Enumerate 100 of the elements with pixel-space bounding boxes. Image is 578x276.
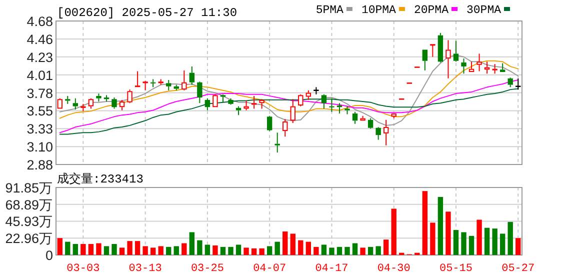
y-tick-label: 3.55 bbox=[26, 104, 53, 119]
legend-label: 5PMA bbox=[316, 4, 344, 17]
x-tick-label: 03-25 bbox=[190, 263, 224, 275]
bar bbox=[438, 196, 444, 255]
candlestick bbox=[329, 98, 334, 112]
candlestick bbox=[259, 98, 264, 110]
legend-label: 20PMA bbox=[414, 4, 449, 17]
bar bbox=[134, 241, 140, 255]
line-series bbox=[59, 88, 519, 135]
chart-title: [002620] 2025-05-27 11:30 bbox=[57, 6, 238, 20]
bar bbox=[461, 232, 466, 255]
bar bbox=[508, 222, 513, 255]
y-tick-label: 4.01 bbox=[26, 68, 53, 83]
bar bbox=[422, 191, 428, 255]
candlestick bbox=[104, 94, 110, 102]
bar bbox=[516, 238, 521, 255]
chart-title: 成交量:233413 bbox=[57, 172, 144, 186]
bar bbox=[166, 246, 172, 255]
bar bbox=[500, 234, 506, 255]
candlestick bbox=[336, 102, 342, 114]
bar bbox=[150, 248, 156, 255]
bar bbox=[266, 246, 272, 255]
bar bbox=[446, 212, 451, 255]
candlestick bbox=[189, 66, 195, 86]
bar bbox=[142, 246, 148, 255]
candlestick bbox=[80, 103, 86, 112]
bar bbox=[197, 240, 202, 255]
candlestick bbox=[72, 98, 78, 110]
bar bbox=[391, 208, 396, 255]
y-tick-label: 4.23 bbox=[26, 50, 53, 65]
bar bbox=[360, 248, 366, 255]
candlestick bbox=[461, 58, 466, 74]
bar bbox=[158, 246, 164, 255]
bar bbox=[104, 246, 110, 255]
y-tick-label: 22.96万 bbox=[5, 231, 53, 246]
bar bbox=[57, 238, 62, 255]
bar bbox=[484, 228, 490, 255]
bar bbox=[204, 244, 210, 255]
bar bbox=[72, 244, 78, 255]
bar bbox=[336, 246, 342, 255]
bar bbox=[468, 236, 474, 255]
bar bbox=[368, 246, 374, 255]
y-tick-label: 45.93万 bbox=[5, 214, 53, 230]
x-tick-label: 03-13 bbox=[128, 263, 162, 275]
candlestick bbox=[484, 61, 490, 74]
candlestick bbox=[244, 100, 249, 111]
bar bbox=[212, 245, 218, 255]
bar bbox=[65, 242, 70, 255]
x-tick-label: 03-03 bbox=[66, 263, 100, 275]
bar bbox=[112, 244, 117, 255]
y-tick-label: 4.46 bbox=[26, 32, 53, 47]
bar bbox=[88, 244, 94, 255]
bar bbox=[182, 243, 187, 255]
candlestick bbox=[383, 119, 389, 146]
candlestick bbox=[182, 70, 187, 91]
legend-label: 30PMA bbox=[466, 4, 502, 17]
bar bbox=[228, 246, 234, 255]
bar bbox=[329, 248, 334, 255]
candlestick bbox=[166, 79, 172, 91]
candlestick bbox=[119, 99, 125, 111]
candlestick bbox=[65, 95, 70, 104]
y-tick-label: 3.33 bbox=[26, 122, 53, 137]
bar bbox=[220, 246, 226, 255]
bar bbox=[352, 243, 358, 255]
bar bbox=[236, 244, 242, 255]
candlestick bbox=[282, 118, 288, 138]
bar bbox=[453, 230, 459, 255]
bar bbox=[119, 248, 125, 255]
y-tick-label: 91.85万 bbox=[5, 180, 53, 196]
bar bbox=[344, 246, 350, 255]
line-series bbox=[59, 79, 519, 134]
bar bbox=[476, 220, 482, 255]
candlestick bbox=[476, 53, 482, 72]
y-tick-label: 4.68 bbox=[26, 14, 53, 29]
candlestick bbox=[174, 84, 179, 91]
candlestick bbox=[112, 97, 117, 110]
bar bbox=[251, 248, 257, 255]
candlestick bbox=[204, 98, 210, 111]
candlestick bbox=[438, 32, 444, 63]
y-tick-label: 68.89万 bbox=[5, 197, 53, 212]
y-tick-label: 0 bbox=[45, 248, 53, 263]
bar bbox=[290, 234, 296, 255]
y-tick-label: 3.10 bbox=[26, 140, 53, 155]
bar bbox=[96, 243, 102, 255]
y-tick-label: 3.78 bbox=[26, 86, 53, 101]
candlestick bbox=[274, 132, 280, 154]
candlestick bbox=[376, 126, 381, 140]
candlestick bbox=[290, 98, 296, 124]
bar bbox=[189, 232, 195, 255]
bar bbox=[282, 231, 288, 255]
bar bbox=[244, 248, 249, 255]
bar bbox=[306, 242, 312, 255]
x-tick-label: 05-15 bbox=[439, 263, 472, 275]
y-tick-label: 2.88 bbox=[26, 158, 53, 172]
x-tick-label: 05-27 bbox=[502, 263, 535, 275]
candlestick bbox=[96, 93, 102, 102]
bar bbox=[492, 228, 498, 255]
bar bbox=[383, 240, 389, 255]
bar bbox=[259, 248, 264, 255]
candlestick bbox=[251, 95, 257, 110]
